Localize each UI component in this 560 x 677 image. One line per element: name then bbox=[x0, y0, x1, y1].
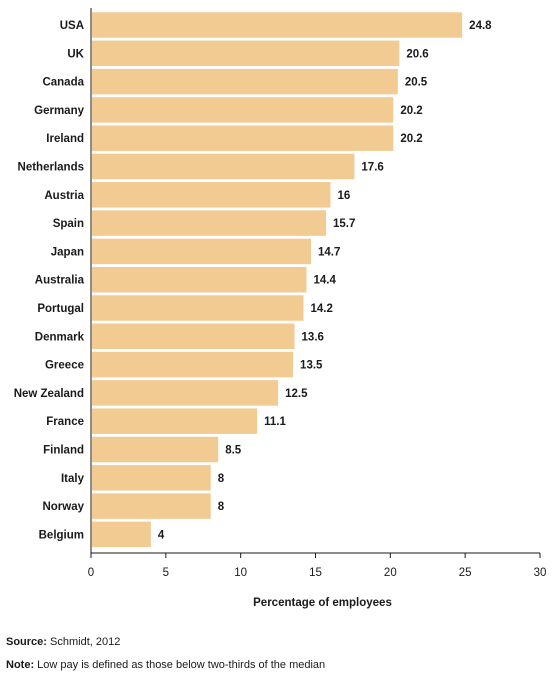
value-label-uk: 20.6 bbox=[406, 48, 428, 60]
x-tick-label-25: 25 bbox=[459, 567, 472, 579]
category-label-new-zealand: New Zealand bbox=[14, 388, 84, 400]
value-label-finland: 8.5 bbox=[225, 445, 242, 457]
source-text: Schmidt, 2012 bbox=[50, 636, 121, 648]
x-tick-label-15: 15 bbox=[309, 567, 322, 579]
bar-austria bbox=[92, 182, 331, 208]
note-text: Low pay is defined as those below two-th… bbox=[37, 659, 326, 671]
bar-italy bbox=[92, 465, 211, 491]
bar-denmark bbox=[92, 323, 295, 350]
category-label-netherlands: Netherlands bbox=[18, 162, 84, 174]
bar-belgium bbox=[92, 521, 151, 548]
x-tick-label-0: 0 bbox=[88, 567, 94, 579]
value-label-new-zealand: 12.5 bbox=[285, 388, 308, 400]
bar-ireland bbox=[92, 125, 394, 151]
value-label-canada: 20.5 bbox=[405, 77, 428, 89]
x-tick-label-5: 5 bbox=[163, 567, 169, 579]
category-label-france: France bbox=[46, 416, 84, 428]
bar-usa bbox=[92, 12, 463, 38]
category-label-norway: Norway bbox=[42, 501, 84, 513]
category-label-ireland: Ireland bbox=[46, 133, 84, 145]
bar-greece bbox=[92, 351, 294, 378]
value-labels-group: 24.8 20.6 20.5 20.2 20.2 17.6 16 15.7 14.7 14.4 14… bbox=[158, 20, 492, 541]
category-label-portugal: Portugal bbox=[37, 303, 84, 315]
category-label-spain: Spain bbox=[53, 218, 84, 230]
value-label-australia: 14.4 bbox=[314, 275, 337, 287]
value-label-portugal: 14.2 bbox=[311, 303, 333, 315]
value-label-belgium: 4 bbox=[158, 529, 165, 541]
source-line: Source: Schmidt, 2012 bbox=[6, 636, 120, 648]
category-label-italy: Italy bbox=[61, 473, 85, 485]
bar-canada bbox=[92, 68, 398, 95]
value-label-greece: 13.5 bbox=[300, 360, 323, 372]
value-label-norway: 8 bbox=[218, 501, 225, 513]
bar-japan bbox=[92, 238, 312, 265]
note-label: Note: bbox=[6, 659, 35, 671]
category-label-uk: UK bbox=[67, 48, 84, 60]
category-label-canada: Canada bbox=[42, 77, 84, 89]
category-label-australia: Australia bbox=[35, 275, 85, 287]
bar-finland bbox=[92, 436, 219, 463]
value-label-germany: 20.2 bbox=[400, 105, 422, 117]
source-label: Source: bbox=[6, 636, 47, 648]
category-label-belgium: Belgium bbox=[39, 529, 84, 541]
x-ticks-group: 0 5 10 15 20 25 30 bbox=[88, 553, 547, 579]
value-label-italy: 8 bbox=[218, 473, 225, 485]
value-label-ireland: 20.2 bbox=[400, 133, 422, 145]
bar-france bbox=[92, 408, 258, 434]
bar-australia bbox=[92, 266, 307, 293]
bar-uk bbox=[92, 40, 400, 67]
x-tick-label-10: 10 bbox=[234, 567, 247, 579]
category-label-greece: Greece bbox=[45, 360, 84, 372]
category-label-usa: USA bbox=[60, 20, 84, 32]
value-label-japan: 14.7 bbox=[318, 246, 340, 258]
value-label-usa: 24.8 bbox=[469, 20, 492, 32]
bar-germany bbox=[92, 97, 394, 123]
category-labels-group: USA UK Canada Germany Ireland Netherlands Aust… bbox=[14, 20, 85, 541]
value-label-denmark: 13.6 bbox=[302, 331, 324, 343]
x-axis-title: Percentage of employees bbox=[253, 597, 392, 609]
bar-netherlands bbox=[92, 153, 355, 180]
value-label-spain: 15.7 bbox=[333, 218, 355, 230]
category-label-germany: Germany bbox=[34, 105, 84, 117]
note-line: Note: Low pay is defined as those below … bbox=[6, 659, 325, 671]
bar-spain bbox=[92, 210, 326, 236]
x-tick-label-30: 30 bbox=[534, 567, 547, 579]
bar-norway bbox=[92, 493, 211, 519]
category-label-denmark: Denmark bbox=[35, 331, 85, 343]
bar-portugal bbox=[92, 295, 304, 321]
value-label-netherlands: 17.6 bbox=[361, 162, 383, 174]
category-label-austria: Austria bbox=[44, 190, 84, 202]
bar-new-zealand bbox=[92, 380, 279, 406]
value-label-france: 11.1 bbox=[264, 416, 286, 428]
value-label-austria: 16 bbox=[337, 190, 350, 202]
category-label-finland: Finland bbox=[43, 445, 84, 457]
x-tick-label-20: 20 bbox=[384, 567, 397, 579]
bars-group bbox=[92, 12, 463, 548]
category-label-japan: Japan bbox=[51, 246, 84, 258]
